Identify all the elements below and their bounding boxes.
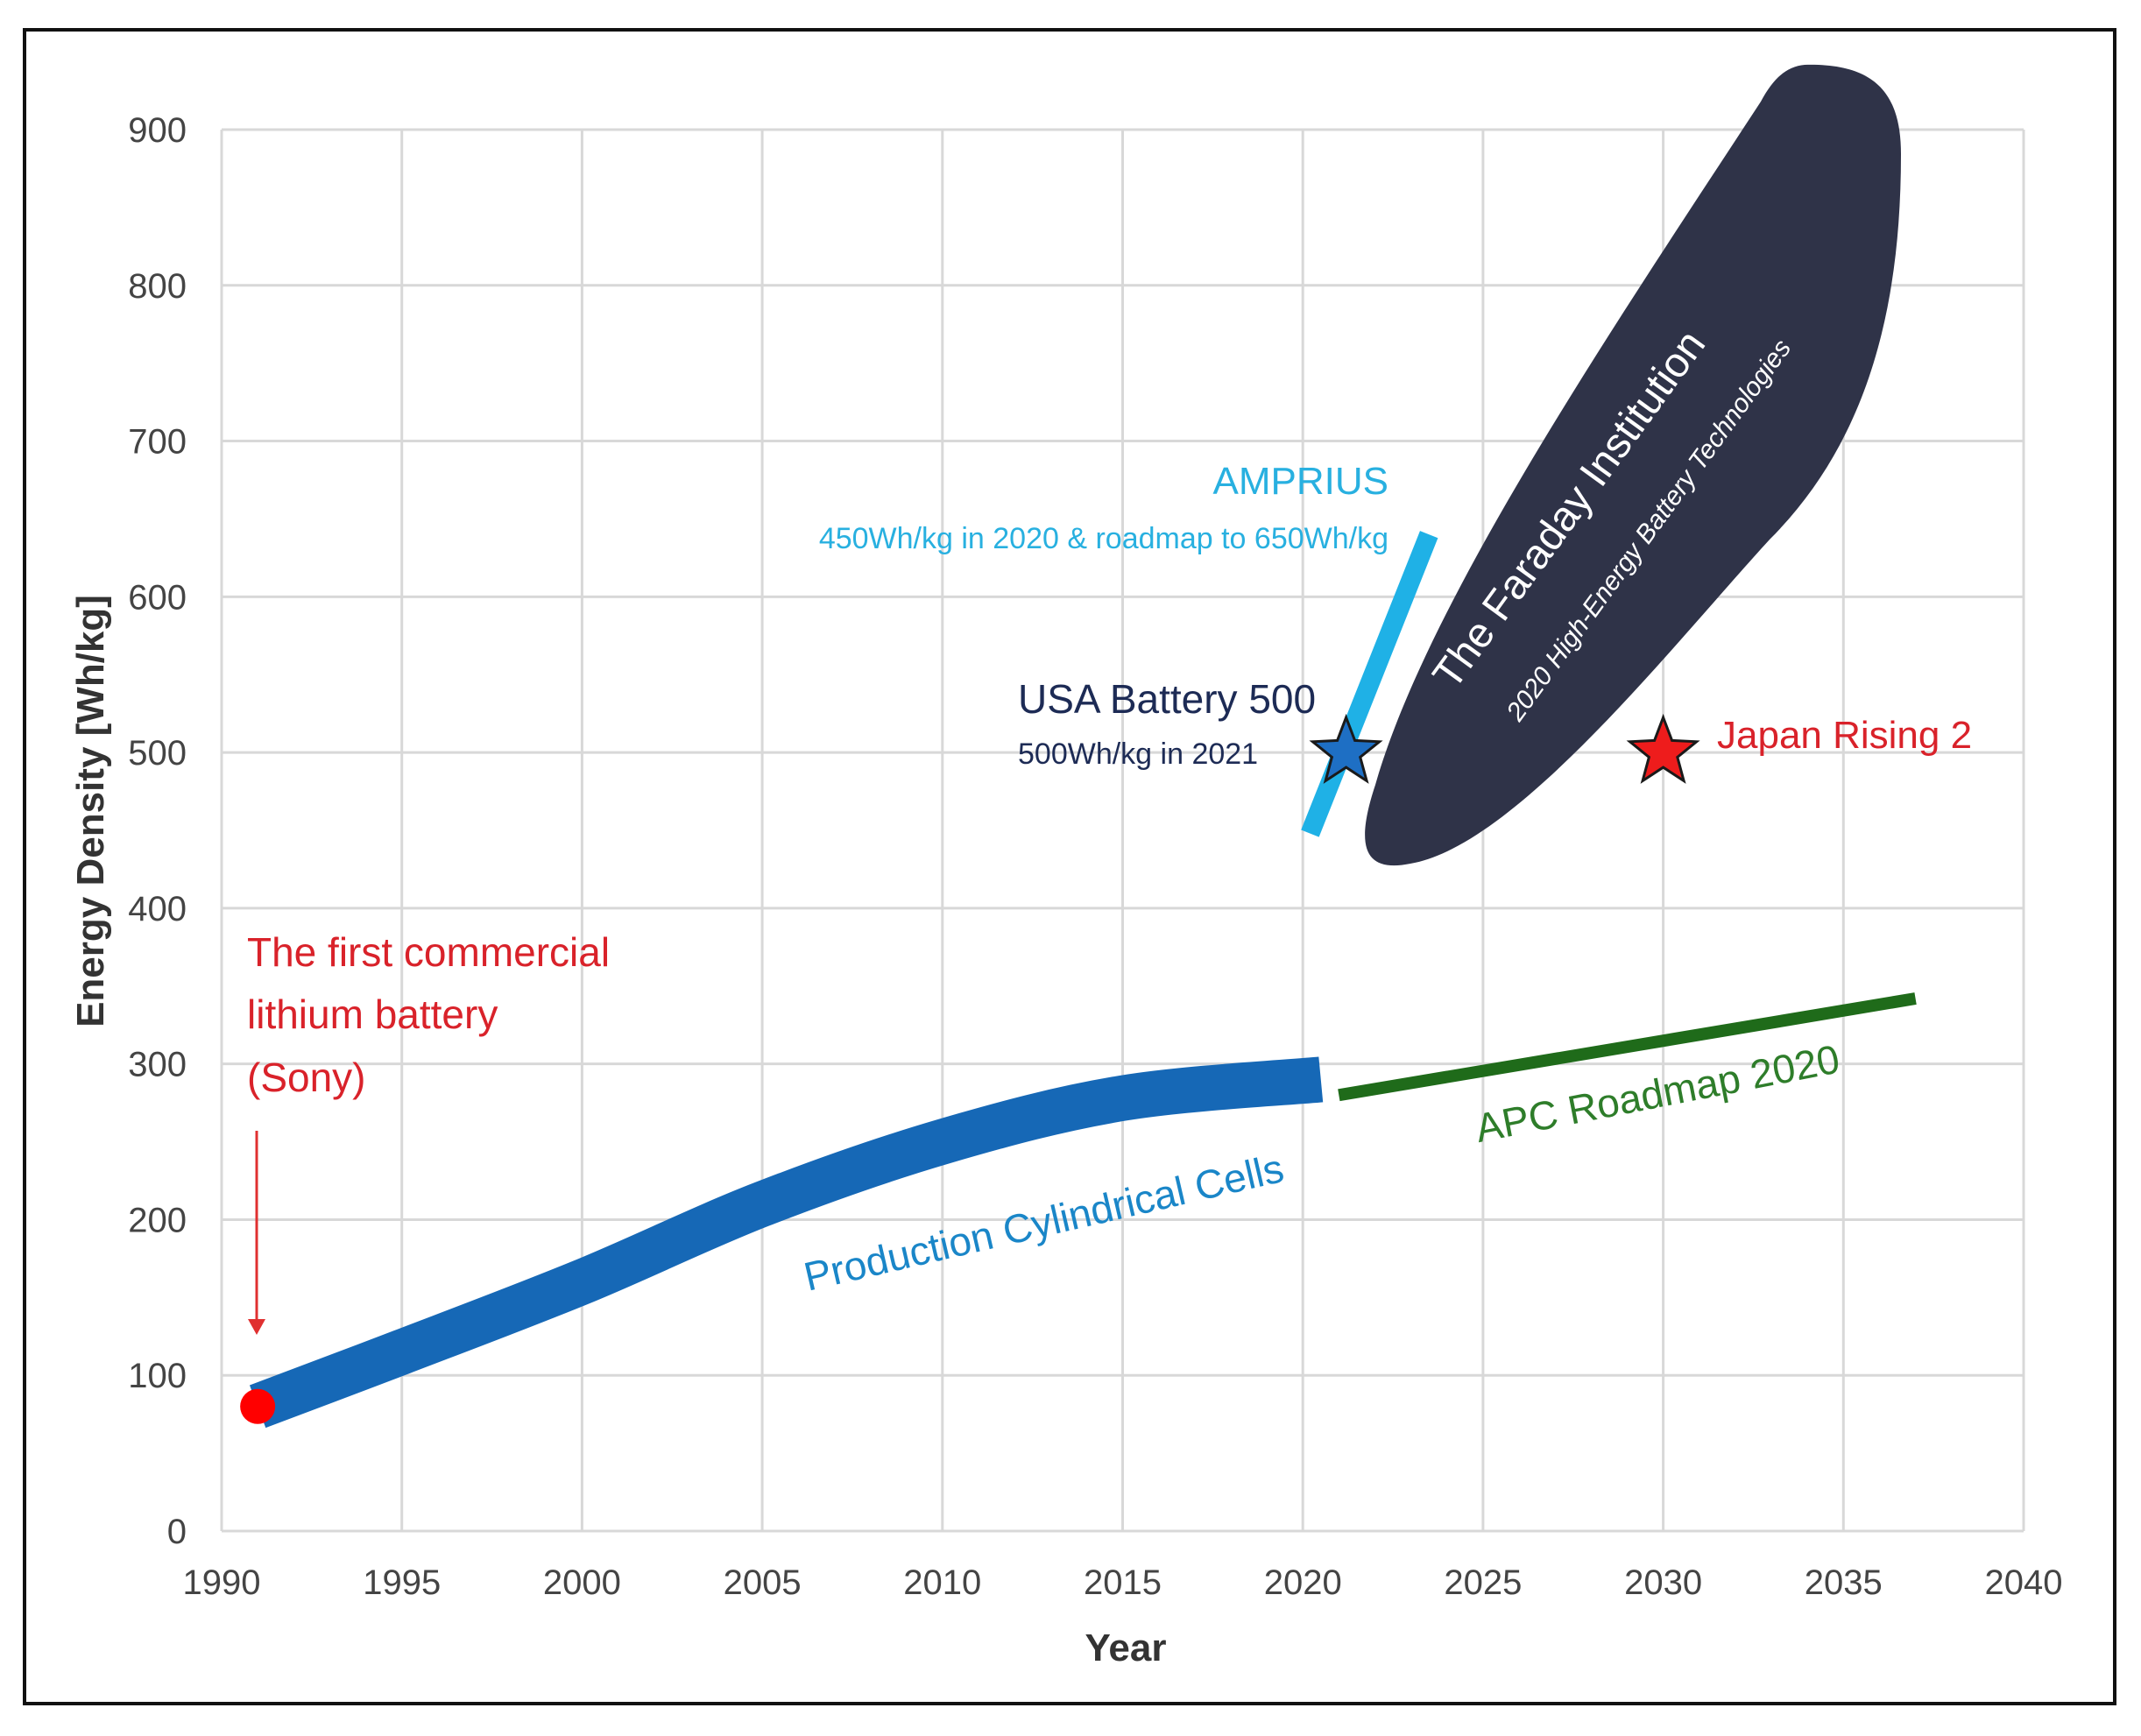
usa-battery-title: USA Battery 500	[1018, 676, 1316, 722]
amprius-title: AMPRIUS	[1213, 460, 1388, 503]
x-tick-label: 2035	[1805, 1563, 1883, 1602]
figure-frame: 1990 1995 2000 2005 2010 2015 2020 2025 2030 2035…	[23, 28, 2116, 1705]
faraday-region	[1365, 64, 1901, 866]
series	[249, 531, 1917, 1429]
sony-label-line3: (Sony)	[247, 1055, 365, 1100]
usa-battery-500-star-marker	[1309, 713, 1383, 784]
series-apc-roadmap-2020	[1338, 992, 1917, 1102]
y-tick-label: 100	[128, 1357, 187, 1395]
y-tick-label: 500	[128, 734, 187, 773]
grid	[220, 128, 2025, 1533]
japan-rising-2-star-marker	[1626, 713, 1700, 784]
x-tick-label: 2040	[1985, 1563, 2063, 1602]
sony-marker	[240, 1388, 276, 1424]
sony-label-line1: The first commercial	[247, 929, 610, 975]
axes: 1990 1995 2000 2005 2010 2015 2020 2025 2030 2035…	[128, 111, 2062, 1602]
y-tick-label: 400	[128, 890, 187, 928]
y-tick-label: 900	[128, 111, 187, 150]
y-tick-label: 0	[167, 1513, 187, 1551]
apc-label: APC Roadmap 2020	[1472, 1036, 1843, 1152]
x-tick-label: 2025	[1444, 1563, 1522, 1602]
y-tick-label: 300	[128, 1046, 187, 1084]
amprius-subtitle: 450Wh/kg in 2020 & roadmap to 650Wh/kg	[819, 522, 1388, 555]
series-amprius	[1301, 531, 1438, 837]
x-tick-label: 2015	[1084, 1563, 1162, 1602]
y-axis-title: Energy Density [Wh/kg]	[69, 595, 112, 1027]
y-tick-label: 600	[128, 578, 187, 617]
x-axis-title: Year	[1085, 1627, 1167, 1669]
x-tick-label: 1990	[183, 1563, 261, 1602]
x-tick-label: 2005	[724, 1563, 802, 1602]
energy-density-chart: 1990 1995 2000 2005 2010 2015 2020 2025 2030 2035…	[69, 64, 2062, 1669]
series-production-cylindrical-cells	[249, 1056, 1324, 1429]
usa-battery-subtitle: 500Wh/kg in 2021	[1018, 737, 1258, 771]
sony-arrow-head	[248, 1319, 265, 1335]
y-tick-label: 700	[128, 423, 187, 462]
x-tick-label: 2030	[1624, 1563, 1702, 1602]
x-tick-label: 1995	[363, 1563, 441, 1602]
japan-label: Japan Rising 2	[1717, 714, 1972, 757]
markers	[240, 713, 1700, 1424]
y-tick-label: 800	[128, 267, 187, 306]
x-tick-label: 2000	[543, 1563, 621, 1602]
y-tick-label: 200	[128, 1201, 187, 1239]
x-tick-label: 2020	[1264, 1563, 1342, 1602]
sony-label-line2: lithium battery	[247, 991, 498, 1037]
x-tick-label: 2010	[903, 1563, 981, 1602]
